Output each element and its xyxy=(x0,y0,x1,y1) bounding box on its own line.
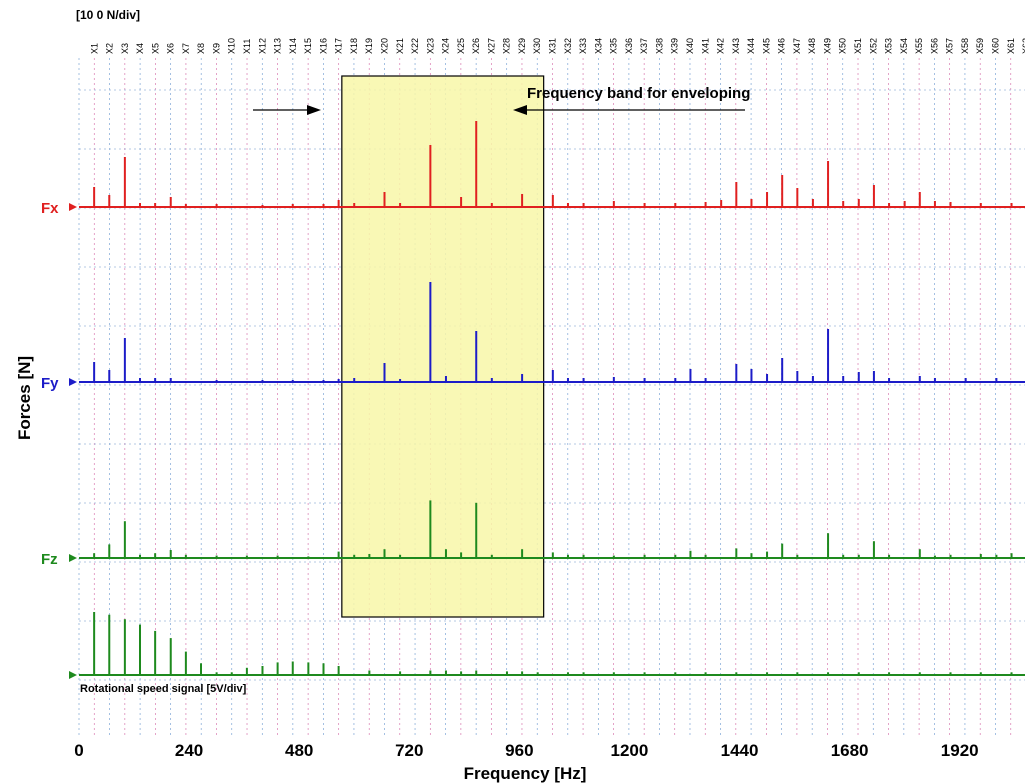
harmonic-label: X51 xyxy=(853,38,863,54)
harmonic-label: X32 xyxy=(563,38,573,54)
harmonic-label: X1 xyxy=(89,43,99,54)
harmonic-label: X36 xyxy=(624,38,634,54)
harmonic-label: X43 xyxy=(731,38,741,54)
harmonic-label: X42 xyxy=(716,38,726,54)
series-3 xyxy=(79,612,1025,676)
band-arrow-right-head xyxy=(513,105,527,115)
harmonic-label: X54 xyxy=(899,38,909,54)
harmonic-label: X6 xyxy=(166,43,176,54)
x-tick-label: 960 xyxy=(505,741,533,760)
harmonic-label: X62 xyxy=(1021,38,1025,54)
enveloping-band xyxy=(341,75,545,618)
harmonic-label: X11 xyxy=(242,39,252,54)
series-2 xyxy=(79,500,1025,559)
harmonic-label: X48 xyxy=(807,38,817,54)
harmonic-label: X44 xyxy=(746,38,756,54)
band-label: Frequency band for enveloping xyxy=(527,85,750,102)
series-marker xyxy=(69,554,77,562)
series-marker xyxy=(69,671,77,679)
harmonic-label: X18 xyxy=(349,38,359,54)
harmonic-label: X29 xyxy=(517,38,527,54)
scale-label: [10 0 N/div] xyxy=(76,8,140,22)
harmonic-label: X33 xyxy=(578,38,588,54)
harmonic-label: X7 xyxy=(181,43,191,54)
harmonic-label: X25 xyxy=(456,38,466,54)
harmonic-label: X8 xyxy=(196,43,206,54)
rotational-speed-label: Rotational speed signal [5V/div] xyxy=(80,683,247,695)
harmonic-label: X57 xyxy=(945,38,955,54)
harmonic-label: X47 xyxy=(792,38,802,54)
horizontal-gridlines xyxy=(79,89,1025,681)
harmonic-label: X27 xyxy=(486,38,496,54)
series-0 xyxy=(79,121,1025,208)
harmonic-label: X17 xyxy=(334,38,344,54)
harmonic-label: X26 xyxy=(471,38,481,54)
x-tick-label: 1200 xyxy=(611,741,649,760)
x-tick-label: 1440 xyxy=(721,741,759,760)
series-label: Fx xyxy=(41,200,59,217)
harmonic-label: X58 xyxy=(960,38,970,54)
harmonic-label: X15 xyxy=(303,38,313,54)
harmonic-label: X45 xyxy=(761,38,771,54)
harmonic-label: X34 xyxy=(593,38,603,54)
harmonic-label: X2 xyxy=(105,43,115,54)
harmonic-label: X31 xyxy=(548,38,558,54)
x-tick-labels: 024048072096012001440168019202160 xyxy=(74,741,979,760)
harmonic-label: X14 xyxy=(288,38,298,54)
series-label: Fy xyxy=(41,375,59,392)
band-arrow-left-head xyxy=(307,105,321,115)
harmonic-label: X9 xyxy=(211,43,221,54)
harmonic-label: X22 xyxy=(410,38,420,54)
vertical-gridlines xyxy=(78,58,1012,735)
harmonic-label: X49 xyxy=(822,38,832,54)
harmonic-label: X23 xyxy=(425,38,435,54)
harmonic-label: X12 xyxy=(257,38,267,54)
harmonic-label: X60 xyxy=(990,38,1000,54)
harmonic-label: X19 xyxy=(364,38,374,54)
harmonic-label: X41 xyxy=(700,38,710,54)
x-tick-label: 1680 xyxy=(831,741,869,760)
series-label: Fz xyxy=(41,551,58,568)
harmonic-label: X40 xyxy=(685,38,695,54)
harmonic-label: X10 xyxy=(227,38,237,54)
x-tick-label: 240 xyxy=(175,741,203,760)
harmonic-label: X30 xyxy=(532,38,542,54)
harmonic-label: X13 xyxy=(273,38,283,54)
harmonic-label: X4 xyxy=(135,43,145,54)
harmonic-label: X37 xyxy=(639,38,649,54)
series-1 xyxy=(79,282,1025,383)
harmonic-label: X53 xyxy=(884,38,894,54)
band-highlight xyxy=(341,75,545,618)
x-tick-label: 720 xyxy=(395,741,423,760)
harmonic-label: X55 xyxy=(914,38,924,54)
harmonic-label: X56 xyxy=(929,38,939,54)
x-axis-title: Frequency [Hz] xyxy=(464,764,587,783)
harmonic-label: X28 xyxy=(502,38,512,54)
harmonic-label: X24 xyxy=(441,38,451,54)
harmonic-labels: X1 X2 X3 X4 X5 X6 X7 X8 X9 X10 X11 X12 X13 X14 X15 X16 X… xyxy=(89,38,1025,54)
x-tick-label: 1920 xyxy=(941,741,979,760)
harmonic-label: X50 xyxy=(838,38,848,54)
x-tick-label: 480 xyxy=(285,741,313,760)
series-layer xyxy=(79,121,1025,676)
harmonic-label: X59 xyxy=(975,38,985,54)
harmonic-label: X5 xyxy=(150,43,160,54)
x-tick-label: 0 xyxy=(74,741,83,760)
harmonic-label: X39 xyxy=(670,38,680,54)
harmonic-label: X61 xyxy=(1006,38,1016,54)
harmonic-label: X16 xyxy=(318,38,328,54)
y-axis-title: Forces [N] xyxy=(15,356,34,440)
series-marker xyxy=(69,203,77,211)
harmonic-label: X35 xyxy=(609,38,619,54)
harmonic-label: X52 xyxy=(868,38,878,54)
series-labels: Fx Fy Fz xyxy=(41,200,77,679)
harmonic-label: X21 xyxy=(395,38,405,54)
series-marker xyxy=(69,378,77,386)
band-annotation: Frequency band for enveloping xyxy=(253,85,750,115)
harmonic-label: X46 xyxy=(777,38,787,54)
harmonic-label: X38 xyxy=(654,38,664,54)
harmonic-label: X20 xyxy=(379,38,389,54)
harmonic-label: X3 xyxy=(120,43,130,54)
